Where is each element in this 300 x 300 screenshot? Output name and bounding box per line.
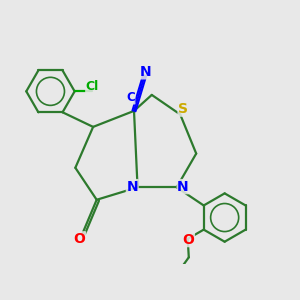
Text: N: N	[177, 180, 189, 194]
Text: C: C	[126, 91, 135, 104]
Text: N: N	[140, 65, 151, 79]
Text: N: N	[126, 180, 138, 194]
Text: Cl: Cl	[86, 80, 99, 92]
Text: O: O	[182, 232, 194, 247]
Text: S: S	[178, 102, 188, 116]
Text: O: O	[74, 232, 85, 246]
